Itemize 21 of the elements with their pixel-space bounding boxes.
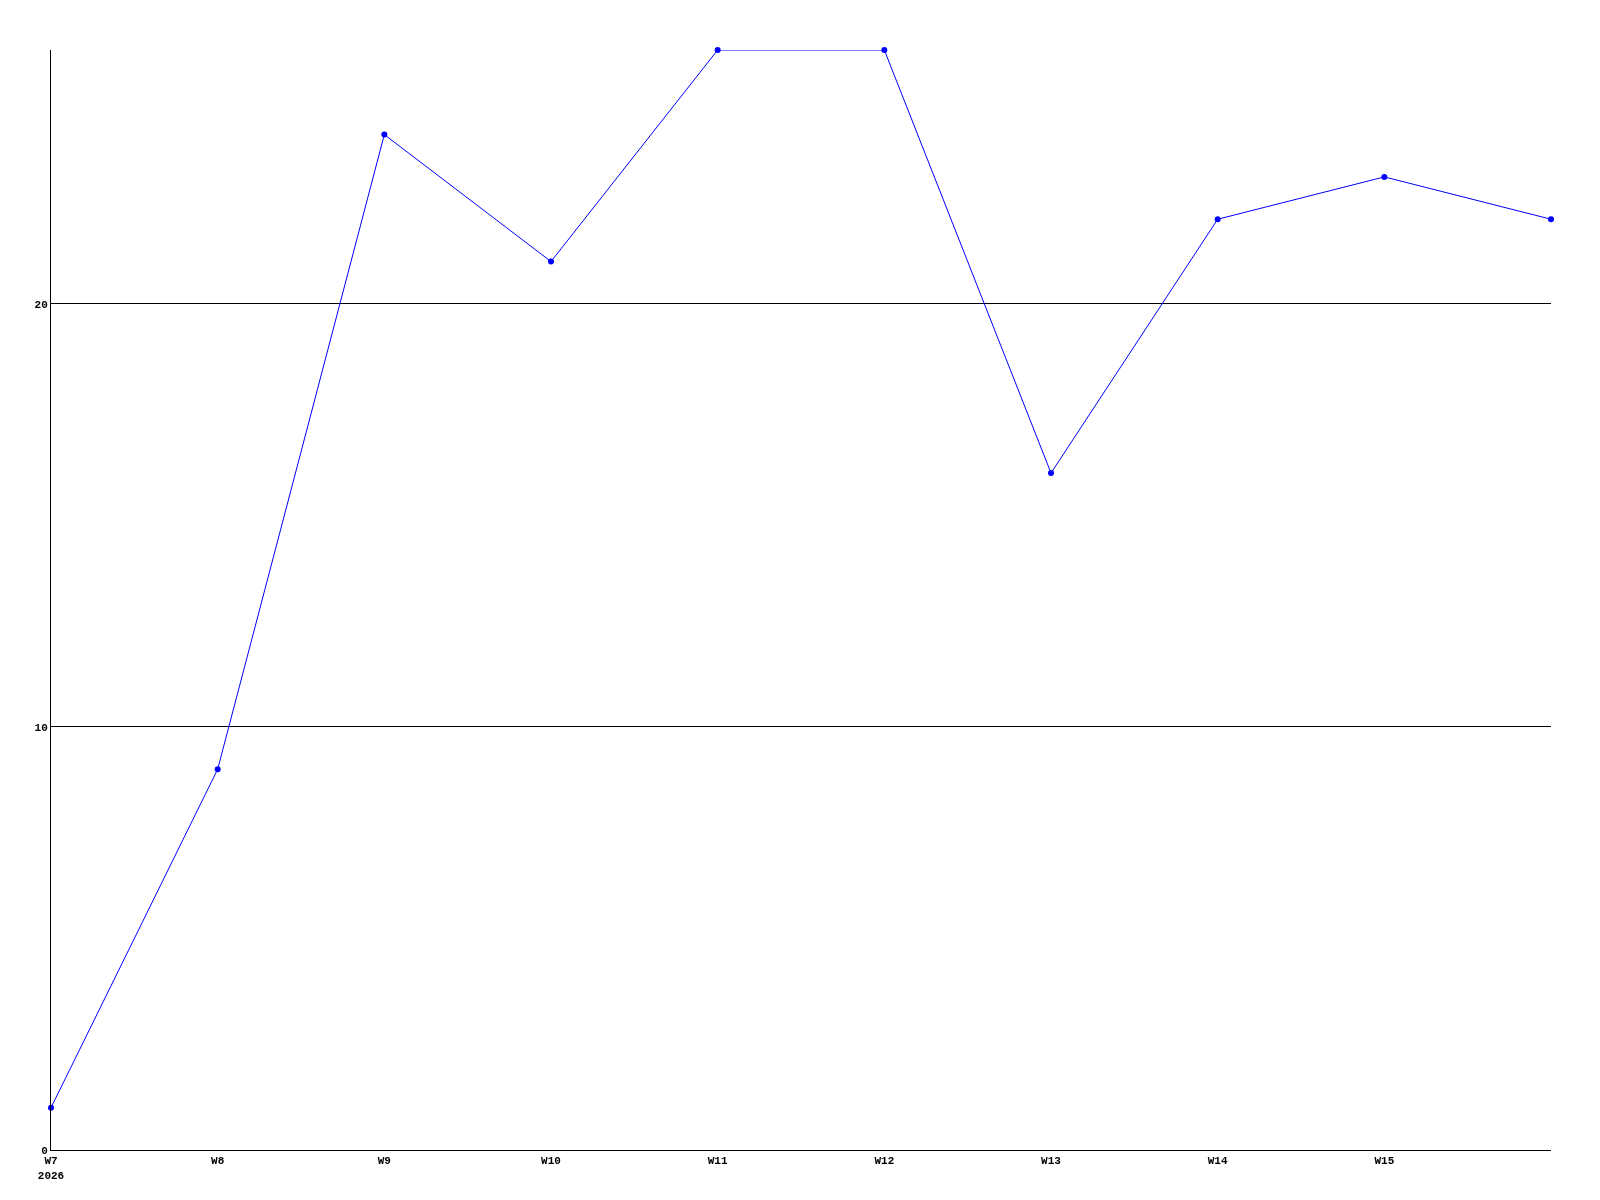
x-tick-label: W8	[211, 1155, 225, 1168]
point	[881, 47, 888, 53]
x-tick-label: W11	[707, 1155, 728, 1168]
x-tick-label: W14	[1207, 1155, 1228, 1168]
x-tick-label: W13	[1041, 1155, 1062, 1168]
point	[381, 131, 388, 138]
y-tick-label: 0	[41, 1144, 48, 1157]
x-tick-label: W9	[377, 1155, 391, 1168]
point	[714, 47, 721, 53]
point	[1548, 216, 1554, 223]
y-tick-label: 20	[34, 298, 48, 311]
y-tick-label: 10	[34, 721, 48, 734]
point	[1048, 470, 1054, 477]
x-tick-label: W15	[1374, 1155, 1395, 1168]
x-tick-label: W10	[541, 1155, 561, 1168]
x-tick-label: W12	[874, 1155, 895, 1168]
point	[1214, 216, 1221, 223]
x-tick-label: W7 2026	[37, 1155, 65, 1182]
point	[548, 258, 554, 265]
point	[1381, 173, 1388, 180]
point	[214, 766, 221, 773]
